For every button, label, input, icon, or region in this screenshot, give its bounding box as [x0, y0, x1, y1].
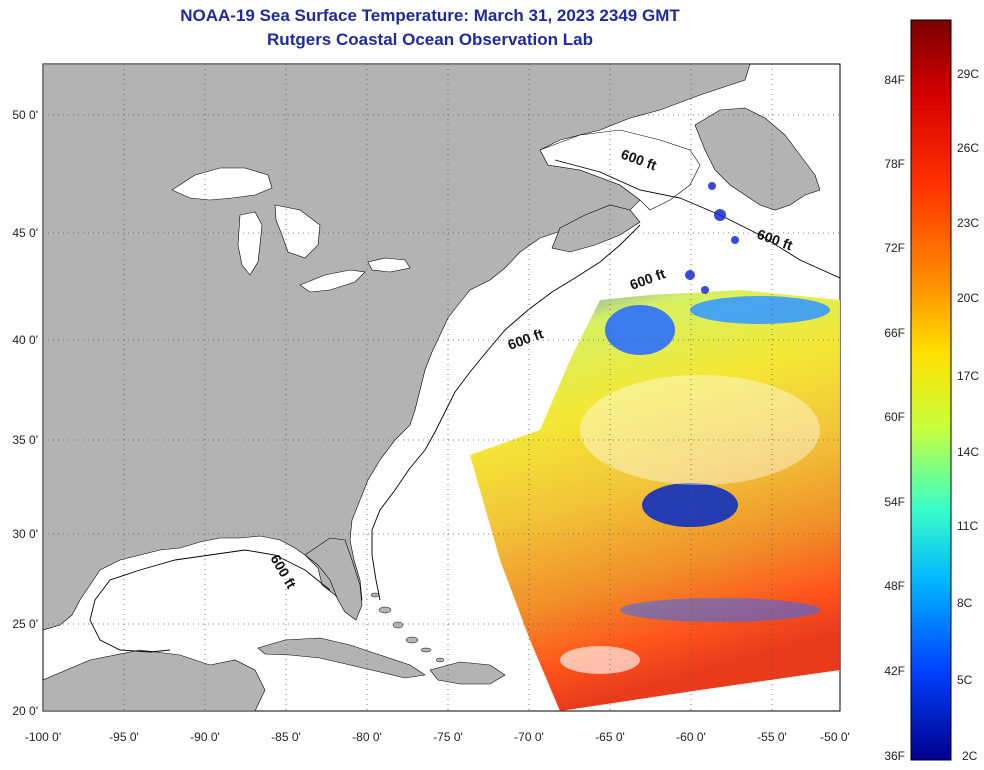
colorbar-c-label: 5C	[957, 673, 973, 687]
colorbar-c-label: 23C	[957, 216, 979, 230]
lat-label: 40 0'	[12, 333, 38, 347]
colorbar-c-label: 14C	[957, 445, 979, 459]
bahamas	[370, 592, 445, 663]
lon-label: -80 0'	[352, 730, 382, 744]
lon-label: -65 0'	[595, 730, 625, 744]
600ft-contour-gulf	[89, 549, 331, 653]
lat-label: 35 0'	[12, 433, 38, 447]
colorbar-c-label: 20C	[957, 291, 979, 305]
lon-label: -75 0'	[433, 730, 463, 744]
colorbar-c-label: 11C	[957, 519, 978, 533]
lon-label: -70 0'	[514, 730, 544, 744]
colorbar-c-label: 17C	[957, 369, 979, 383]
colorbar-f-label: 48F	[884, 579, 905, 593]
colorbar-f-label: 60F	[884, 410, 905, 424]
colorbar-f-label: 66F	[884, 326, 905, 340]
lon-label: -85 0'	[271, 730, 301, 744]
colorbar-c-label: 26C	[957, 141, 979, 155]
colorbar-c-label: 2C	[962, 749, 978, 763]
lon-label: -50 0'	[820, 730, 850, 744]
600ft-contour-atlantic	[371, 159, 840, 601]
lon-label: -60 0'	[676, 730, 706, 744]
map-subtitle: Rutgers Coastal Ocean Observation Lab	[267, 30, 593, 49]
colorbar	[910, 19, 952, 761]
lon-label: -90 0'	[190, 730, 220, 744]
lat-label: 45 0'	[12, 226, 38, 240]
lon-label: -100 0'	[25, 730, 61, 744]
lake-michigan	[237, 211, 263, 276]
gulf-st-lawrence	[539, 129, 701, 211]
lon-label: -55 0'	[757, 730, 787, 744]
lat-label: 30 0'	[12, 527, 38, 541]
lat-label: 20 0'	[12, 704, 38, 718]
lon-label: -95 0'	[109, 730, 139, 744]
colorbar-f-label: 84F	[884, 73, 905, 87]
lake-superior	[171, 167, 273, 201]
colorbar-f-label: 78F	[884, 157, 905, 171]
hispaniola	[429, 661, 506, 685]
lake-ontario	[367, 257, 411, 273]
colorbar-f-label: 36F	[884, 749, 905, 763]
sst-cold-patches	[560, 296, 830, 674]
lake-erie	[299, 269, 366, 293]
colorbar-f-label: 42F	[884, 664, 905, 678]
cuba	[257, 637, 426, 679]
nova-scotia	[551, 204, 641, 253]
map-title: NOAA-19 Sea Surface Temperature: March 3…	[180, 6, 680, 25]
colorbar-c-label: 29C	[957, 67, 979, 81]
colorbar-f-label: 54F	[884, 495, 905, 509]
lat-label: 50 0'	[12, 108, 38, 122]
cold-fragments	[685, 182, 739, 294]
florida-peninsula	[304, 537, 363, 621]
lat-label: 25 0'	[12, 617, 38, 631]
colorbar-f-label: 72F	[884, 241, 905, 255]
colorbar-c-label: 8C	[957, 596, 973, 610]
yucatan	[43, 649, 266, 711]
